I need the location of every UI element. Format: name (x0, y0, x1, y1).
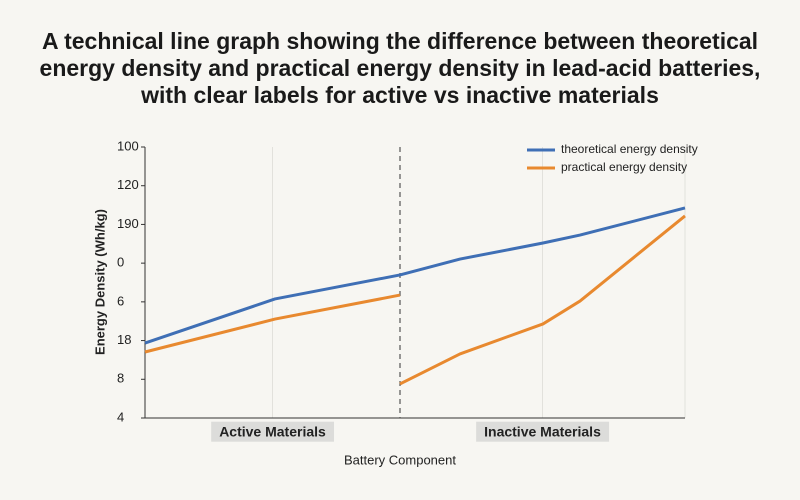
legend-label: theoretical energy density (561, 142, 698, 156)
region-label: Inactive Materials (484, 424, 601, 440)
region-label-bg (211, 421, 335, 442)
y-axis-label: Energy Density (Wh/kg) (92, 209, 107, 355)
line-series (144, 206, 686, 345)
chart-title: A technical line graph showing the diffe… (39, 28, 761, 108)
y-tick-label: 6 (117, 293, 124, 308)
y-tick-label: 0 (117, 255, 124, 270)
region-label-bg (476, 421, 610, 442)
y-tick-label: 8 (117, 371, 124, 386)
y-tick-label: 18 (117, 332, 131, 347)
y-tick-label: 190 (117, 216, 139, 231)
y-tick-label: 120 (117, 177, 139, 192)
y-tick-label: 4 (117, 409, 124, 424)
region-label: Active Materials (219, 424, 326, 440)
line-series (144, 214, 686, 386)
y-tick-label: 100 (117, 138, 139, 153)
legend-label: practical energy density (561, 160, 687, 174)
x-axis-label: Battery Component (344, 452, 456, 467)
